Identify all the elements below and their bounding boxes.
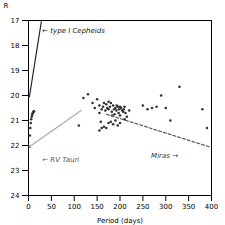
svg-text:150: 150: [90, 203, 103, 211]
svg-text:200: 200: [113, 203, 126, 211]
svg-text:400: 400: [205, 203, 218, 211]
svg-text:← RV Tauri: ← RV Tauri: [42, 155, 79, 163]
svg-text:19: 19: [11, 67, 20, 75]
svg-text:50: 50: [47, 203, 56, 211]
svg-text:24: 24: [11, 192, 20, 200]
svg-text:250: 250: [136, 203, 149, 211]
svg-text:22: 22: [11, 142, 20, 150]
svg-text:Period (days): Period (days): [97, 217, 143, 225]
svg-text:300: 300: [159, 203, 172, 211]
svg-text:350: 350: [182, 203, 195, 211]
svg-text:18: 18: [11, 42, 20, 50]
svg-text:23: 23: [11, 167, 20, 175]
svg-text:17: 17: [11, 17, 20, 25]
svg-text:← type I Cepheids: ← type I Cepheids: [42, 27, 105, 35]
svg-text:R: R: [4, 2, 9, 10]
svg-text:20: 20: [11, 92, 20, 100]
svg-text:100: 100: [68, 203, 81, 211]
svg-text:0: 0: [26, 203, 30, 211]
svg-text:Miras →: Miras →: [151, 152, 178, 160]
svg-text:21: 21: [11, 117, 20, 125]
